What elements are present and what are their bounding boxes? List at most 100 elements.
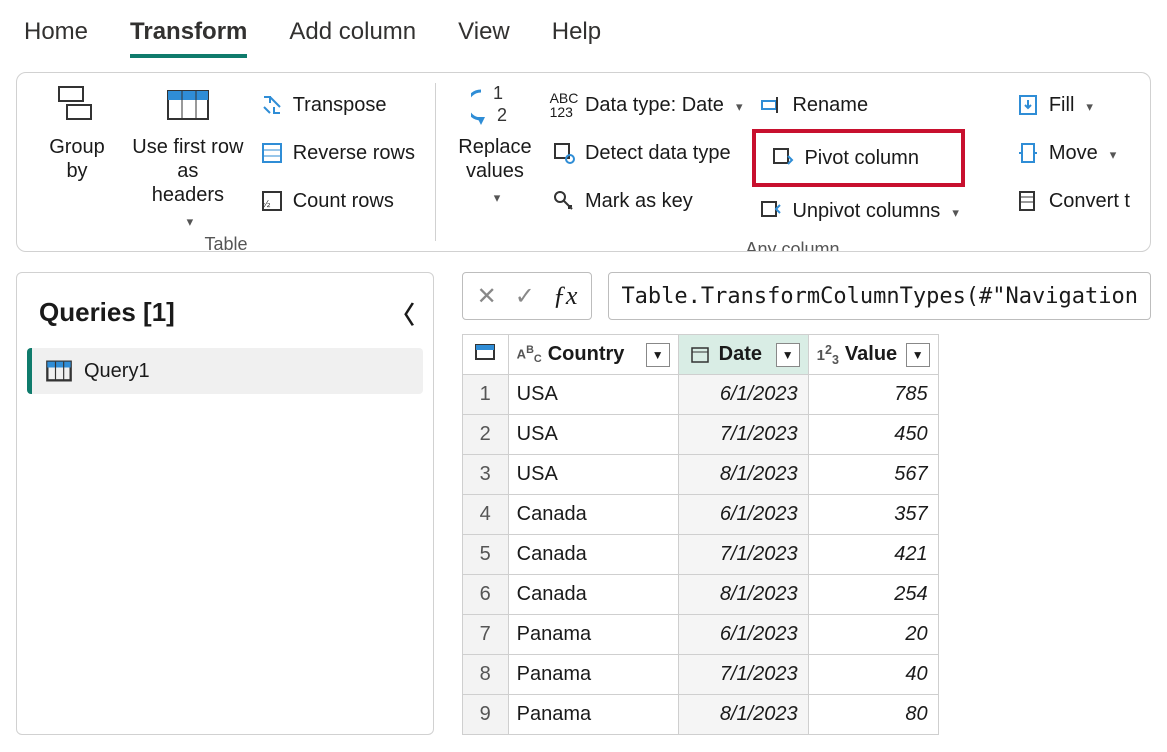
count-rows-button[interactable]: ½ Count rows: [253, 177, 421, 225]
data-type-icon: ABC123: [551, 92, 577, 118]
tab-bar: Home Transform Add column View Help: [0, 0, 1167, 58]
convert-icon: [1015, 188, 1041, 214]
row-number[interactable]: 8: [462, 655, 508, 695]
cell-date[interactable]: 6/1/2023: [678, 615, 808, 655]
chevron-down-icon: [1082, 94, 1093, 117]
use-first-row-button[interactable]: Use first row as headers: [129, 81, 247, 230]
row-number[interactable]: 3: [462, 455, 508, 495]
fill-button[interactable]: Fill: [1009, 81, 1136, 129]
group-by-button[interactable]: Group by: [31, 81, 123, 183]
filter-dropdown-icon[interactable]: ▼: [776, 343, 800, 367]
tab-help[interactable]: Help: [552, 18, 601, 58]
collapse-queries-icon[interactable]: 〈: [391, 295, 415, 330]
move-button[interactable]: Move: [1009, 129, 1136, 177]
replace-values-label: Replace values: [458, 135, 531, 183]
cell-value[interactable]: 785: [808, 375, 938, 415]
corner-cell[interactable]: [462, 335, 508, 375]
cell-date[interactable]: 8/1/2023: [678, 575, 808, 615]
unpivot-label: Unpivot columns: [792, 200, 940, 223]
table-group-label: Table: [204, 230, 247, 252]
cell-country[interactable]: Canada: [508, 495, 678, 535]
filter-dropdown-icon[interactable]: ▼: [646, 343, 670, 367]
row-number[interactable]: 7: [462, 615, 508, 655]
row-number[interactable]: 1: [462, 375, 508, 415]
cell-value[interactable]: 357: [808, 495, 938, 535]
column-header-country[interactable]: ABC Country ▼: [508, 335, 678, 375]
table-row[interactable]: 3USA8/1/2023567: [462, 455, 938, 495]
tab-transform[interactable]: Transform: [130, 18, 247, 58]
table-row[interactable]: 7Panama6/1/202320: [462, 615, 938, 655]
cell-country[interactable]: Panama: [508, 695, 678, 735]
table-row[interactable]: 6Canada8/1/2023254: [462, 575, 938, 615]
cell-country[interactable]: Canada: [508, 535, 678, 575]
queries-title: Queries [1]: [39, 297, 175, 328]
chevron-down-icon: [490, 189, 501, 206]
row-number[interactable]: 9: [462, 695, 508, 735]
fx-icon[interactable]: ƒx: [553, 281, 578, 311]
group-by-icon: [53, 81, 101, 129]
reverse-rows-button[interactable]: Reverse rows: [253, 129, 421, 177]
row-number[interactable]: 4: [462, 495, 508, 535]
text-type-icon: ABC: [517, 345, 542, 365]
column-header-value[interactable]: 123 Value ▼: [808, 335, 938, 375]
tab-home[interactable]: Home: [24, 18, 88, 58]
chevron-down-icon: [183, 213, 194, 230]
table-icon: [44, 356, 74, 386]
main-panel: ✕ ✓ ƒx Table.TransformColumnTypes(#"Navi…: [462, 272, 1151, 735]
cell-value[interactable]: 20: [808, 615, 938, 655]
cell-date[interactable]: 8/1/2023: [678, 695, 808, 735]
transpose-button[interactable]: Transpose: [253, 81, 421, 129]
table-row[interactable]: 4Canada6/1/2023357: [462, 495, 938, 535]
table-row[interactable]: 1USA6/1/2023785: [462, 375, 938, 415]
cell-date[interactable]: 7/1/2023: [678, 415, 808, 455]
query-item[interactable]: Query1: [27, 348, 423, 394]
cell-value[interactable]: 421: [808, 535, 938, 575]
filter-dropdown-icon[interactable]: ▼: [906, 343, 930, 367]
table-row[interactable]: 9Panama8/1/202380: [462, 695, 938, 735]
cell-date[interactable]: 7/1/2023: [678, 535, 808, 575]
cell-value[interactable]: 567: [808, 455, 938, 495]
row-number[interactable]: 5: [462, 535, 508, 575]
cell-date[interactable]: 8/1/2023: [678, 455, 808, 495]
convert-button[interactable]: Convert t: [1009, 177, 1136, 225]
detect-icon: [551, 140, 577, 166]
data-type-button[interactable]: ABC123 Data type: Date: [545, 81, 749, 129]
detect-data-type-button[interactable]: Detect data type: [545, 129, 749, 177]
table-row[interactable]: 5Canada7/1/2023421: [462, 535, 938, 575]
accept-formula-icon[interactable]: ✓: [515, 282, 535, 311]
pivot-column-button[interactable]: Pivot column: [752, 129, 964, 187]
cell-date[interactable]: 6/1/2023: [678, 495, 808, 535]
content-area: Queries [1] 〈 Query1 ✕ ✓ ƒx Table.Transf…: [16, 272, 1151, 735]
table-row[interactable]: 2USA7/1/2023450: [462, 415, 938, 455]
cell-date[interactable]: 7/1/2023: [678, 655, 808, 695]
column-header-date[interactable]: Date ▼: [678, 335, 808, 375]
ribbon-group-table: Group by Use first row as headers Transp…: [17, 73, 435, 251]
rename-button[interactable]: Rename: [752, 81, 964, 129]
row-number[interactable]: 6: [462, 575, 508, 615]
replace-values-button[interactable]: 12 Replace values: [449, 81, 541, 206]
cell-country[interactable]: USA: [508, 415, 678, 455]
cell-date[interactable]: 6/1/2023: [678, 375, 808, 415]
chevron-down-icon: [1106, 142, 1117, 165]
mark-as-key-button[interactable]: Mark as key: [545, 177, 749, 225]
cell-value[interactable]: 254: [808, 575, 938, 615]
cell-country[interactable]: USA: [508, 455, 678, 495]
row-number[interactable]: 2: [462, 415, 508, 455]
table-row[interactable]: 8Panama7/1/202340: [462, 655, 938, 695]
cell-country[interactable]: USA: [508, 375, 678, 415]
formula-input[interactable]: Table.TransformColumnTypes(#"Navigation: [608, 272, 1151, 320]
cell-country[interactable]: Panama: [508, 615, 678, 655]
cell-value[interactable]: 40: [808, 655, 938, 695]
cell-value[interactable]: 450: [808, 415, 938, 455]
cell-country[interactable]: Canada: [508, 575, 678, 615]
cell-value[interactable]: 80: [808, 695, 938, 735]
ribbon: Group by Use first row as headers Transp…: [16, 72, 1151, 252]
key-icon: [551, 188, 577, 214]
unpivot-columns-button[interactable]: Unpivot columns: [752, 187, 964, 235]
rename-label: Rename: [792, 94, 868, 117]
tab-view[interactable]: View: [458, 18, 510, 58]
cancel-formula-icon[interactable]: ✕: [477, 282, 497, 311]
cell-country[interactable]: Panama: [508, 655, 678, 695]
unpivot-icon: [758, 198, 784, 224]
tab-add-column[interactable]: Add column: [289, 18, 416, 58]
